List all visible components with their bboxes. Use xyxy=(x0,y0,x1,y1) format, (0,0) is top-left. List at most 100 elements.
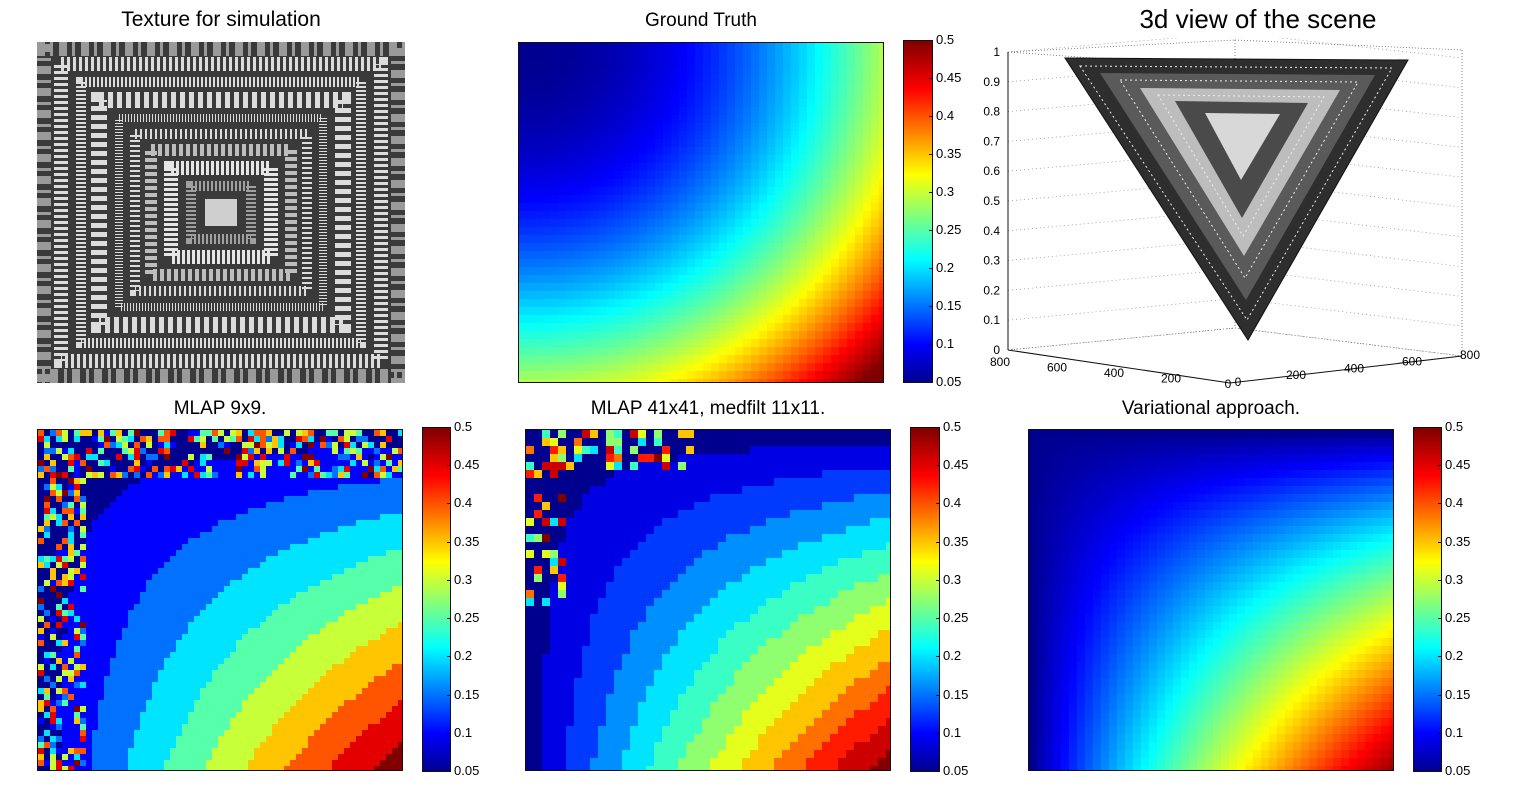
heatmap-cell xyxy=(519,363,528,372)
heatmap-cell xyxy=(224,580,231,587)
heatmap-cell xyxy=(92,592,99,599)
heatmap-cell xyxy=(158,430,165,437)
heatmap-cell xyxy=(332,562,339,569)
heatmap-cell xyxy=(176,646,183,653)
heatmap-cell xyxy=(242,586,249,593)
heatmap-cell xyxy=(158,616,165,623)
heatmap-cell xyxy=(122,664,129,671)
heatmap-cell xyxy=(344,466,351,473)
heatmap-cell xyxy=(374,634,381,641)
heatmap-cell xyxy=(591,355,600,364)
heatmap-cell xyxy=(847,67,856,76)
heatmap-cell xyxy=(104,454,111,461)
heatmap-cell xyxy=(284,706,291,713)
heatmap-cell xyxy=(260,598,267,605)
heatmap-cell xyxy=(122,634,129,641)
heatmap-cell xyxy=(647,59,656,68)
heatmap-cell xyxy=(314,628,321,635)
heatmap-cell xyxy=(176,490,183,497)
heatmap-cell xyxy=(80,694,87,701)
heatmap-cell xyxy=(296,586,303,593)
heatmap-cell xyxy=(164,700,171,707)
heatmap-cell xyxy=(266,664,273,671)
heatmap-cell xyxy=(236,502,243,509)
heatmap-cell xyxy=(751,203,760,212)
heatmap-cell xyxy=(655,83,664,92)
heatmap-cell xyxy=(74,610,81,617)
heatmap-cell xyxy=(671,379,680,382)
heatmap-cell xyxy=(535,147,544,156)
heatmap-cell xyxy=(807,379,816,382)
heatmap-cell xyxy=(855,91,864,100)
heatmap-cell xyxy=(871,323,880,332)
heatmap-cell xyxy=(783,363,792,372)
heatmap-cell xyxy=(543,163,552,172)
heatmap-cell xyxy=(368,658,375,665)
heatmap-cell xyxy=(527,371,536,380)
heatmap-cell xyxy=(86,550,93,557)
heatmap-cell xyxy=(308,670,315,677)
heatmap-cell xyxy=(308,466,315,473)
heatmap-cell xyxy=(671,91,680,100)
heatmap-cell xyxy=(671,275,680,284)
heatmap-cell xyxy=(242,712,249,719)
heatmap-cell xyxy=(679,291,688,300)
heatmap-cell xyxy=(727,339,736,348)
heatmap-cell xyxy=(727,315,736,324)
heatmap-cell xyxy=(823,211,832,220)
heatmap-cell xyxy=(110,502,117,509)
heatmap-cell xyxy=(38,562,45,569)
heatmap-cell xyxy=(104,610,111,617)
heatmap-cell xyxy=(332,706,339,713)
heatmap-cell xyxy=(615,59,624,68)
heatmap-cell xyxy=(386,616,393,623)
heatmap-cell xyxy=(374,616,381,623)
heatmap-cell xyxy=(56,694,63,701)
heatmap-cell xyxy=(170,448,177,455)
heatmap-cell xyxy=(687,131,696,140)
heatmap-cell xyxy=(242,472,249,479)
heatmap-cell xyxy=(807,91,816,100)
heatmap-cell xyxy=(687,227,696,236)
heatmap-cell xyxy=(74,706,81,713)
heatmap-cell xyxy=(278,538,285,545)
heatmap-cell xyxy=(272,502,279,509)
heatmap-cell xyxy=(519,83,528,92)
heatmap-cell xyxy=(56,526,63,533)
heatmap-cell xyxy=(170,580,177,587)
heatmap-cell xyxy=(767,379,776,382)
heatmap-cell xyxy=(631,299,640,308)
heatmap-cell xyxy=(314,682,321,689)
heatmap-cell xyxy=(140,556,147,563)
heatmap-cell xyxy=(567,379,576,382)
heatmap-cell xyxy=(98,670,105,677)
heatmap-cell xyxy=(86,508,93,515)
heatmap-cell xyxy=(386,508,393,515)
heatmap-cell xyxy=(104,556,111,563)
heatmap-cell xyxy=(631,379,640,382)
heatmap-cell xyxy=(823,179,832,188)
heatmap-cell xyxy=(68,712,75,719)
heatmap-cell xyxy=(86,502,93,509)
heatmap-cell xyxy=(607,211,616,220)
heatmap-cell xyxy=(719,91,728,100)
heatmap-cell xyxy=(344,454,351,461)
heatmap-cell xyxy=(591,371,600,380)
heatmap-cell xyxy=(687,155,696,164)
heatmap-cell xyxy=(386,532,393,539)
heatmap-cell xyxy=(703,307,712,316)
heatmap-cell xyxy=(68,706,75,713)
heatmap-cell xyxy=(567,347,576,356)
heatmap-cell xyxy=(200,466,207,473)
heatmap-cell xyxy=(332,670,339,677)
heatmap-cell xyxy=(368,556,375,563)
heatmap-cell xyxy=(344,706,351,713)
heatmap-cell xyxy=(815,43,824,52)
heatmap-cell xyxy=(356,652,363,659)
heatmap-cell xyxy=(687,371,696,380)
heatmap-cell xyxy=(783,291,792,300)
heatmap-cell xyxy=(823,379,832,382)
heatmap-cell xyxy=(639,43,648,52)
heatmap-cell xyxy=(266,538,273,545)
heatmap-cell xyxy=(639,291,648,300)
